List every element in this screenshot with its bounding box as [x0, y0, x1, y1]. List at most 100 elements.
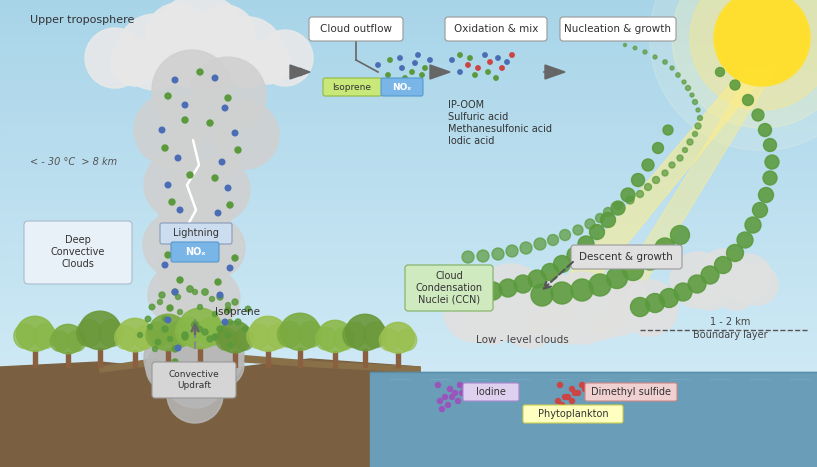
Circle shape	[765, 155, 779, 169]
Bar	[0, 389, 817, 390]
Circle shape	[172, 346, 178, 352]
Bar	[0, 445, 817, 446]
Circle shape	[716, 68, 725, 77]
Bar	[0, 361, 817, 362]
Bar	[0, 192, 817, 193]
Circle shape	[175, 155, 181, 161]
Bar	[0, 142, 817, 143]
Bar	[0, 396, 817, 397]
Circle shape	[158, 236, 226, 304]
Circle shape	[717, 0, 807, 83]
Circle shape	[669, 162, 675, 168]
Bar	[0, 178, 817, 179]
Ellipse shape	[379, 329, 399, 351]
Text: Methanesulfonic acid: Methanesulfonic acid	[448, 124, 552, 134]
Bar	[0, 83, 817, 84]
Circle shape	[737, 232, 753, 248]
Bar	[0, 227, 817, 228]
Bar	[0, 260, 817, 261]
Bar	[0, 207, 817, 208]
Bar	[0, 39, 817, 40]
Bar	[0, 259, 817, 260]
Bar	[0, 276, 817, 277]
Bar	[0, 31, 817, 32]
Circle shape	[134, 94, 206, 166]
Bar	[0, 40, 817, 41]
Circle shape	[172, 289, 178, 295]
Circle shape	[699, 249, 749, 299]
Circle shape	[458, 70, 462, 74]
Circle shape	[398, 56, 402, 60]
Circle shape	[152, 312, 208, 368]
Circle shape	[175, 345, 181, 351]
Bar	[0, 24, 817, 25]
Circle shape	[575, 390, 581, 396]
Bar	[0, 226, 817, 227]
Bar	[0, 129, 817, 130]
Bar	[0, 448, 817, 449]
Bar	[0, 175, 817, 176]
Circle shape	[200, 343, 244, 387]
Bar	[0, 397, 817, 398]
Bar	[0, 405, 817, 406]
Circle shape	[146, 344, 194, 392]
Circle shape	[557, 382, 562, 388]
Text: Nucleation & growth: Nucleation & growth	[565, 24, 672, 34]
Circle shape	[743, 94, 753, 106]
Circle shape	[167, 337, 172, 341]
Circle shape	[621, 188, 635, 202]
Bar	[0, 308, 817, 309]
Bar	[0, 393, 817, 394]
Bar	[0, 249, 817, 250]
Text: Phytoplankton: Phytoplankton	[538, 409, 609, 419]
Circle shape	[162, 145, 168, 151]
Circle shape	[159, 292, 165, 298]
Bar	[266, 349, 270, 367]
Bar	[0, 248, 817, 249]
Bar	[0, 60, 817, 61]
Bar	[0, 364, 817, 365]
Circle shape	[152, 50, 232, 130]
Bar	[0, 430, 817, 431]
Bar	[0, 254, 817, 255]
Bar	[0, 437, 817, 438]
Ellipse shape	[343, 322, 366, 348]
Circle shape	[163, 317, 167, 321]
Bar	[0, 362, 817, 363]
Bar	[0, 245, 817, 246]
Bar	[0, 255, 817, 256]
Circle shape	[179, 225, 185, 231]
Text: NOₓ: NOₓ	[392, 83, 412, 92]
Circle shape	[177, 277, 183, 283]
Bar	[0, 212, 817, 213]
Bar	[0, 42, 817, 43]
Circle shape	[172, 289, 178, 295]
Circle shape	[469, 284, 487, 302]
Circle shape	[197, 69, 203, 75]
Bar	[0, 279, 817, 280]
Ellipse shape	[280, 313, 320, 350]
Circle shape	[477, 250, 489, 262]
Circle shape	[148, 265, 208, 325]
Bar	[0, 191, 817, 192]
Circle shape	[514, 272, 582, 340]
Circle shape	[576, 292, 624, 340]
FancyBboxPatch shape	[152, 362, 236, 398]
Circle shape	[159, 127, 165, 133]
Bar	[0, 303, 817, 304]
Circle shape	[653, 177, 659, 184]
Circle shape	[623, 260, 644, 281]
Bar	[233, 351, 237, 367]
Bar	[0, 52, 817, 53]
Circle shape	[690, 0, 817, 110]
Bar	[0, 211, 817, 212]
Bar	[396, 352, 400, 367]
Bar	[0, 424, 817, 425]
Bar	[0, 33, 817, 34]
Bar	[0, 327, 817, 328]
Bar	[0, 438, 817, 439]
Bar	[0, 319, 817, 320]
FancyBboxPatch shape	[381, 78, 423, 96]
Bar	[0, 333, 817, 334]
Bar	[0, 47, 817, 48]
